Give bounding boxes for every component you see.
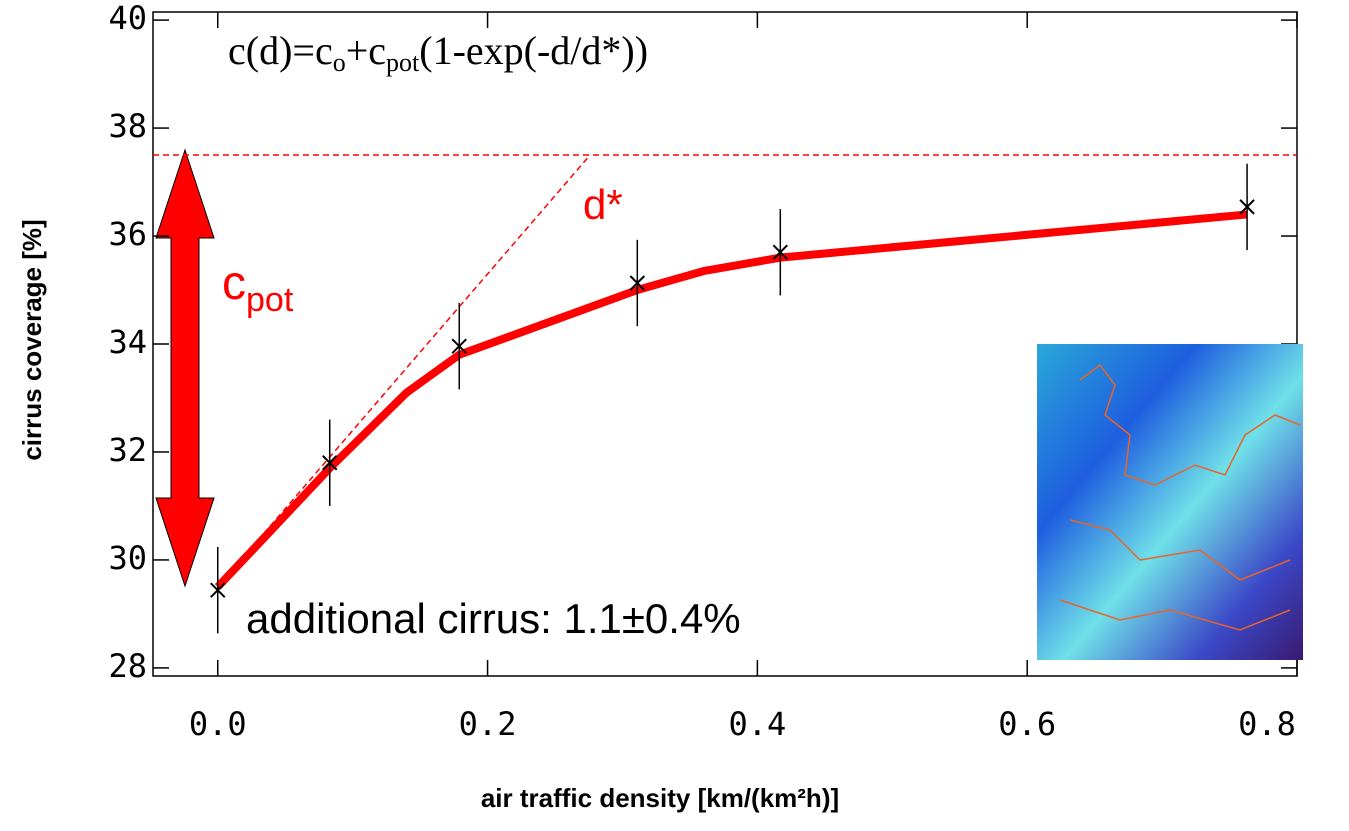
additional-label: additional cirrus: 1.1±0.4% [246, 595, 741, 642]
y-tick-label: 28 [108, 647, 147, 685]
y-tick-label: 34 [108, 323, 147, 361]
dstar-label: d* [583, 181, 623, 228]
x-tick-label: 0.4 [728, 705, 786, 743]
cpot-arrow [156, 150, 214, 586]
x-tick-label: 0.6 [998, 705, 1056, 743]
chart: cirrus coverage [%] air traffic density … [0, 0, 1349, 831]
inset-map [1037, 344, 1303, 660]
y-tick-label: 36 [108, 215, 147, 253]
formula: c(d)=co+cpot(1-exp(-d/d*)) [228, 28, 648, 77]
x-tick-label: 0.0 [189, 705, 247, 743]
y-tick-label: 32 [108, 431, 147, 469]
y-axis-label: cirrus coverage [%] [17, 219, 47, 460]
y-tick-label: 30 [108, 539, 147, 577]
x-axis-label: air traffic density [km/(km²h)] [481, 783, 839, 813]
x-tick-label: 0.8 [1238, 705, 1296, 743]
cpot-label: cpot [222, 257, 294, 319]
y-tick-label: 40 [108, 0, 147, 37]
x-tick-label: 0.2 [459, 705, 517, 743]
y-tick-label: 38 [108, 107, 147, 145]
